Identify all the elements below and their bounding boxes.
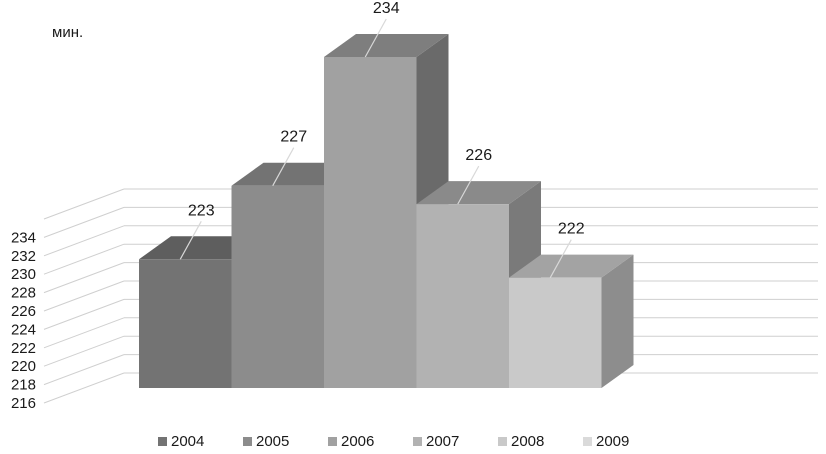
bar-top xyxy=(509,254,634,278)
unit-label: мин. xyxy=(52,24,83,41)
data-label: 222 xyxy=(558,221,585,238)
bar-2008 xyxy=(509,254,634,388)
y-tick-label: 228 xyxy=(11,285,36,302)
data-label: 227 xyxy=(280,129,307,146)
grid-depth-line xyxy=(43,372,125,404)
y-tick-label: 222 xyxy=(11,340,36,357)
legend-swatch xyxy=(413,437,422,446)
y-tick-label: 216 xyxy=(11,395,36,412)
legend-swatch xyxy=(158,437,167,446)
grid-depth-line xyxy=(43,280,125,312)
y-tick-label: 218 xyxy=(11,377,36,394)
legend-swatch xyxy=(498,437,507,446)
legend-swatch xyxy=(243,437,252,446)
bars xyxy=(139,34,634,388)
legend-label: 2007 xyxy=(426,433,459,450)
y-tick-label: 232 xyxy=(11,248,36,265)
label-leader xyxy=(457,165,480,205)
legend-label: 2004 xyxy=(171,433,204,450)
label-leader xyxy=(549,239,572,278)
legend: 2004 2005 2006 2007 2008 2009 xyxy=(158,433,629,450)
grid-depth-line xyxy=(43,298,125,330)
grid-depth-line xyxy=(43,206,125,238)
legend-label: 2009 xyxy=(596,433,629,450)
y-tick-label: 224 xyxy=(11,321,36,338)
legend-item-2009: 2009 xyxy=(583,433,629,450)
grid-depth-line xyxy=(43,354,125,386)
legend-label: 2006 xyxy=(341,433,374,450)
legend-item-2007: 2007 xyxy=(413,433,459,450)
legend-label: 2008 xyxy=(511,433,544,450)
legend-swatch xyxy=(328,437,337,446)
grid-depth-line xyxy=(43,243,125,275)
bar-side xyxy=(601,254,634,388)
grid-depth-line xyxy=(43,262,125,294)
label-leader xyxy=(272,147,295,187)
data-labels: 223 227 234 226 222 xyxy=(179,0,585,278)
grid-depth-line xyxy=(43,335,125,367)
legend-item-2005: 2005 xyxy=(243,433,289,450)
bar-top xyxy=(324,34,449,57)
data-label: 234 xyxy=(373,0,400,17)
legend-swatch xyxy=(583,437,592,446)
y-tick-label: 234 xyxy=(11,229,36,246)
bar-front xyxy=(139,259,232,388)
label-leader xyxy=(179,220,202,260)
legend-label: 2005 xyxy=(256,433,289,450)
legend-item-2008: 2008 xyxy=(498,433,544,450)
data-label: 223 xyxy=(188,202,215,219)
bar-front xyxy=(231,185,324,388)
legend-item-2004: 2004 xyxy=(158,433,204,450)
label-leader xyxy=(364,18,387,58)
y-tick-label: 220 xyxy=(11,358,36,375)
bar-front xyxy=(509,277,602,388)
grid-depth-line xyxy=(43,317,125,349)
data-label: 226 xyxy=(465,147,492,164)
bar-front xyxy=(416,204,509,388)
grid-depth-line xyxy=(43,188,125,220)
grid-depth-line xyxy=(43,225,125,257)
y-tick-label: 230 xyxy=(11,266,36,283)
bar-top xyxy=(416,181,541,205)
y-tick-label: 226 xyxy=(11,303,36,320)
legend-item-2006: 2006 xyxy=(328,433,374,450)
bar-front xyxy=(324,57,417,388)
